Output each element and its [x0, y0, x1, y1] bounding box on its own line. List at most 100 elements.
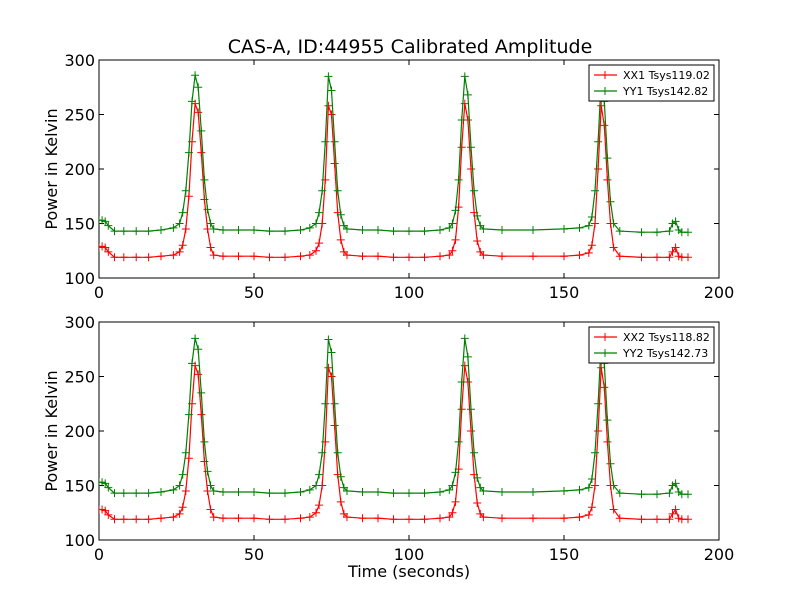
- data-point: [420, 227, 429, 236]
- y-tick-label: 300: [64, 313, 95, 332]
- legend-label: YY1 Tsys142.82: [622, 85, 708, 98]
- data-point: [653, 515, 661, 524]
- data-point: [405, 253, 413, 262]
- data-point: [188, 97, 196, 106]
- data-point: [104, 510, 113, 519]
- data-point: [181, 486, 190, 495]
- data-point: [119, 253, 128, 262]
- data-point: [188, 359, 196, 368]
- data-point: [169, 513, 178, 522]
- data-point: [665, 489, 674, 498]
- data-point: [448, 508, 457, 517]
- data-point: [324, 335, 333, 344]
- data-point: [451, 235, 460, 244]
- data-point: [312, 481, 320, 490]
- data-point: [181, 186, 190, 195]
- data-point: [436, 514, 444, 523]
- data-point: [420, 515, 429, 524]
- data-point: [498, 252, 506, 261]
- legend-label: YY2 Tsys142.73: [622, 347, 708, 360]
- data-point: [591, 186, 599, 195]
- data-point: [104, 483, 113, 492]
- data-point: [451, 497, 460, 506]
- data-point: [119, 489, 128, 498]
- data-point: [615, 252, 624, 261]
- data-point: [209, 251, 218, 260]
- x-tick-label: 200: [704, 283, 735, 302]
- data-point: [467, 427, 475, 435]
- data-point: [318, 186, 327, 195]
- data-point: [200, 437, 209, 446]
- data-point: [668, 509, 677, 518]
- data-point: [119, 515, 128, 524]
- data-point: [209, 224, 218, 233]
- data-point: [250, 226, 258, 235]
- data-point: [498, 226, 506, 235]
- plot-panel-2: 0 50 100 150 200 100 150 200 250 300 Power in Kelv…: [42, 313, 734, 581]
- data-point: [110, 515, 119, 524]
- data-point: [653, 490, 661, 499]
- data-point: [389, 253, 398, 262]
- data-point: [336, 210, 345, 219]
- data-point: [637, 490, 646, 499]
- data-point: [281, 227, 289, 236]
- data-point: [594, 399, 603, 408]
- plot-panel-1: 0 50 100 150 200 100 150 200 250 300 Power in Kelv…: [42, 51, 734, 302]
- data-point: [110, 227, 119, 236]
- data-point: [405, 489, 413, 498]
- data-point: [460, 334, 469, 343]
- data-point: [479, 224, 488, 233]
- data-point: [479, 486, 488, 495]
- legend-marker: [601, 333, 609, 341]
- data-point: [473, 236, 482, 245]
- data-point: [671, 243, 680, 252]
- data-point: [671, 217, 680, 226]
- x-tick-label: 0: [94, 545, 104, 564]
- data-point: [405, 515, 413, 524]
- data-point: [615, 514, 624, 523]
- data-point: [448, 246, 457, 255]
- y-tick-label: 250: [64, 368, 95, 387]
- data-point: [615, 489, 624, 498]
- data-point: [157, 252, 165, 261]
- data-point: [603, 154, 612, 163]
- data-point: [181, 224, 190, 233]
- data-point: [609, 481, 618, 490]
- legend-marker: [601, 71, 609, 79]
- data-point: [451, 206, 460, 215]
- data-point: [312, 508, 320, 517]
- data-point: [473, 498, 482, 507]
- data-point: [327, 86, 336, 95]
- data-point: [315, 470, 324, 479]
- data-point: [110, 253, 119, 262]
- data-point: [358, 252, 367, 261]
- data-point: [197, 148, 206, 157]
- data-point: [219, 488, 227, 497]
- data-point: [324, 72, 333, 81]
- data-point: [281, 253, 289, 262]
- data-point: [374, 226, 382, 235]
- data-point: [169, 485, 178, 494]
- data-point: [597, 363, 606, 372]
- data-point: [684, 490, 692, 499]
- y-tick-label: 300: [64, 51, 95, 70]
- data-point: [191, 334, 200, 343]
- data-point: [101, 243, 110, 252]
- x-tick-label: 100: [394, 283, 425, 302]
- x-tick-label: 50: [244, 283, 264, 302]
- x-tick-label: 150: [549, 283, 580, 302]
- data-point: [479, 513, 488, 522]
- data-point: [436, 252, 444, 261]
- legend-label: XX1 Tsys119.02: [623, 69, 710, 82]
- data-point: [600, 121, 609, 130]
- data-point: [389, 515, 398, 524]
- data-point: [374, 252, 382, 261]
- data-point: [529, 252, 537, 261]
- data-point: [194, 83, 203, 92]
- data-point: [194, 370, 203, 379]
- data-point: [197, 388, 206, 397]
- data-point: [653, 228, 661, 237]
- data-point: [321, 137, 330, 146]
- data-point: [470, 448, 479, 457]
- data-point: [343, 486, 351, 495]
